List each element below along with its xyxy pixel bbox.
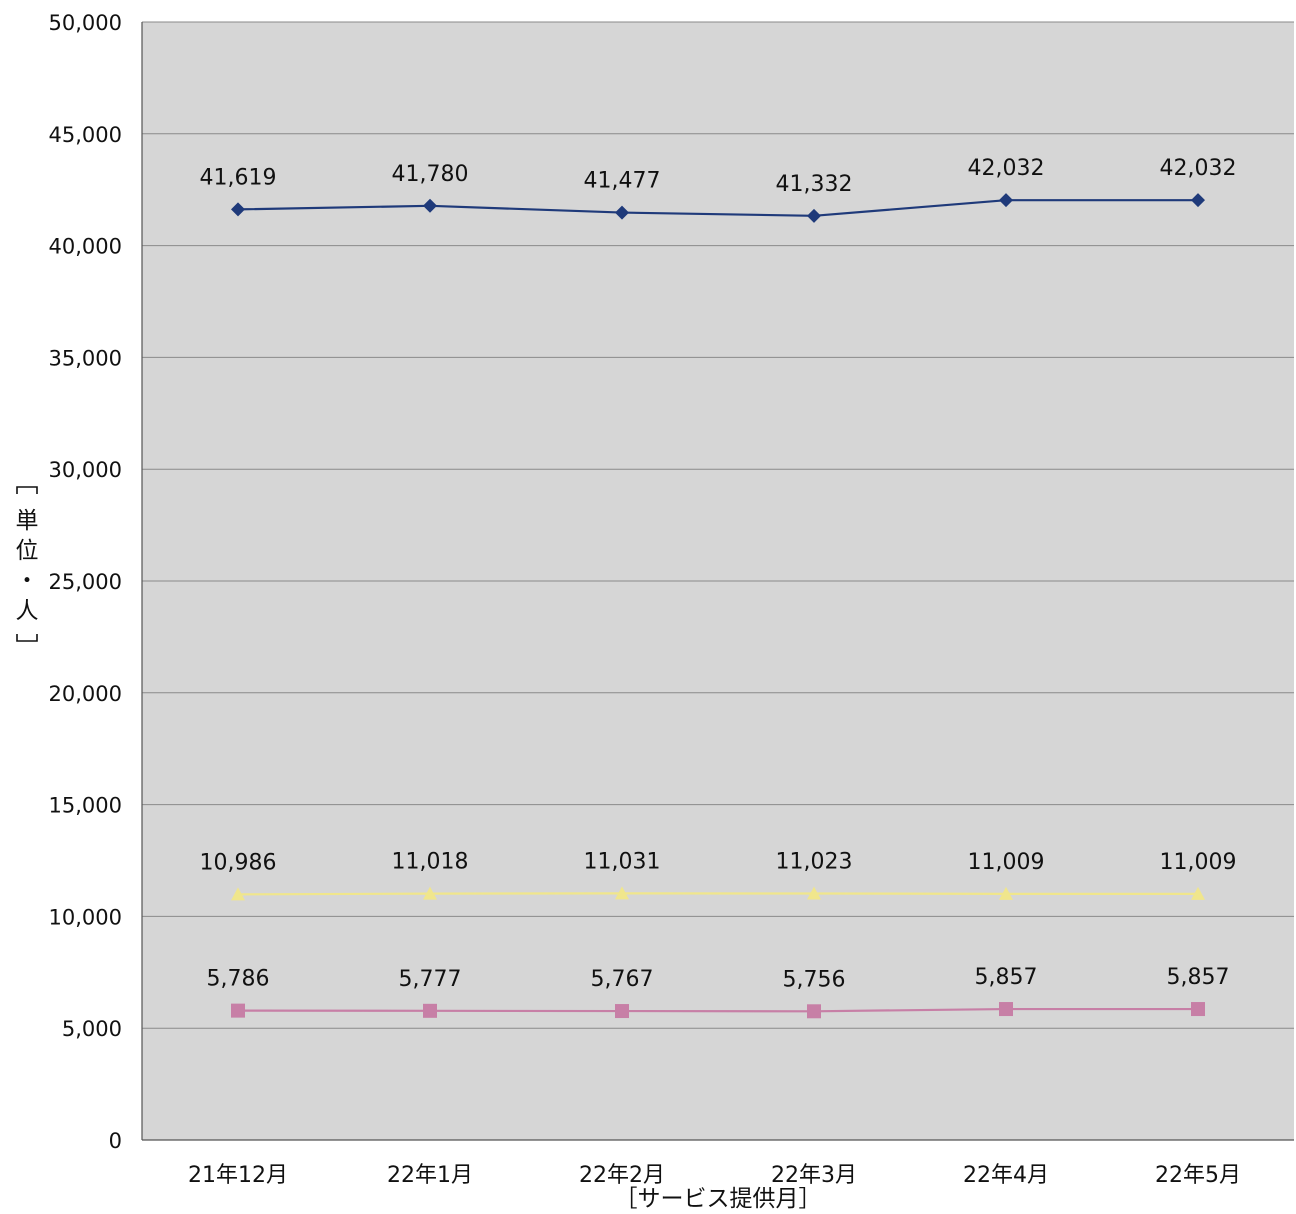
series-line — [237, 1007, 1198, 1013]
data-label: 11,023 — [776, 850, 853, 875]
data-label: 5,857 — [1167, 965, 1230, 990]
y-axis-title-char: 位 — [16, 538, 39, 564]
series-point — [999, 193, 1013, 208]
y-tick-label: 5,000 — [62, 1017, 122, 1041]
series-point — [807, 208, 821, 223]
axes — [141, 22, 1294, 1141]
data-label: 11,009 — [968, 850, 1045, 875]
y-tick-label: 0 — [109, 1129, 122, 1153]
data-label: 41,619 — [200, 165, 277, 190]
data-label: 11,018 — [392, 850, 469, 875]
series-point — [999, 1002, 1013, 1017]
data-label: 41,477 — [584, 169, 661, 194]
y-axis-title-char: ・ — [16, 568, 39, 594]
data-label: 5,767 — [591, 967, 654, 992]
series-point — [1191, 1002, 1205, 1017]
series-point — [423, 198, 437, 213]
data-label: 11,009 — [1160, 850, 1237, 875]
gridlines — [142, 21, 1294, 1029]
y-tick-label: 50,000 — [49, 11, 122, 35]
data-label: 5,777 — [399, 967, 462, 992]
data-label: 11,031 — [584, 849, 661, 874]
x-tick-label: 21年12月 — [188, 1163, 288, 1188]
data-label: 5,857 — [975, 965, 1038, 990]
series-point — [615, 205, 629, 220]
x-tick-label: 22年1月 — [387, 1163, 473, 1188]
y-tick-label: 30,000 — [49, 458, 122, 482]
series-point — [615, 1004, 629, 1019]
series-point — [807, 1004, 821, 1019]
data-labels: 41,619 41,780 41,477 41,332 42,032 42,032 10,9… — [200, 156, 1237, 992]
x-tick-label: 22年5月 — [1155, 1163, 1241, 1188]
series-point — [999, 886, 1013, 900]
y-axis-title-bracket — [16, 486, 38, 494]
series-point — [231, 887, 245, 901]
series-point — [231, 1003, 245, 1018]
data-label: 5,756 — [783, 967, 846, 992]
y-tick-label: 10,000 — [49, 905, 122, 929]
series-point — [615, 886, 629, 900]
data-label: 41,332 — [776, 172, 853, 197]
y-axis-title: 単位・人 — [16, 486, 39, 642]
y-axis-title-char: 単 — [16, 508, 39, 534]
y-tick-label: 15,000 — [49, 794, 122, 818]
data-label: 10,986 — [200, 850, 277, 875]
series-group — [231, 193, 1205, 1019]
series-point — [423, 886, 437, 900]
series-point — [231, 202, 245, 217]
series-point — [1191, 193, 1205, 208]
data-label: 41,780 — [392, 162, 469, 187]
y-tick-label: 25,000 — [49, 570, 122, 594]
y-axis-title-char: 人 — [16, 598, 39, 624]
x-tick-label: 22年2月 — [579, 1163, 665, 1188]
x-tick-labels: 21年12月 22年1月 22年2月 22年3月 22年4月 22年5月 — [188, 1163, 1241, 1188]
y-tick-label: 45,000 — [49, 123, 122, 147]
y-tick-label: 40,000 — [49, 235, 122, 259]
data-label: 42,032 — [1160, 156, 1237, 181]
x-tick-label: 22年3月 — [771, 1163, 857, 1188]
series-point — [423, 1003, 437, 1018]
series-point — [807, 886, 821, 900]
series-line — [237, 892, 1198, 896]
y-tick-labels: 0 5,000 10,000 15,000 20,000 25,000 30,000 35,0… — [49, 11, 122, 1153]
y-axis-title-bracket — [16, 634, 38, 642]
data-label: 42,032 — [968, 156, 1045, 181]
x-tick-label: 22年4月 — [963, 1163, 1049, 1188]
data-label: 5,786 — [207, 967, 270, 992]
y-tick-label: 20,000 — [49, 682, 122, 706]
series-point — [1191, 886, 1205, 900]
x-axis-title: ［サービス提供月］ — [615, 1186, 822, 1212]
series-line — [237, 199, 1198, 217]
y-tick-label: 35,000 — [49, 346, 122, 370]
